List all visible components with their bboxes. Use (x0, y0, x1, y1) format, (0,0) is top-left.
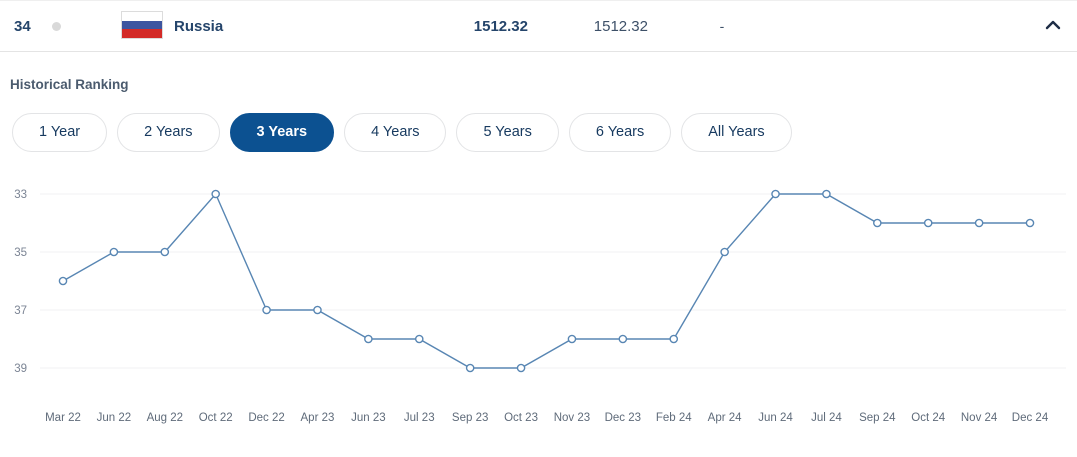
x-axis-tick-label: Dec 23 (605, 412, 641, 424)
x-axis-tick-label: Sep 23 (452, 412, 488, 424)
total-points: 1512.32 (473, 17, 528, 35)
ranking-line-series (62, 192, 1030, 369)
points-change: - (719, 18, 725, 34)
data-point-marker[interactable] (720, 247, 729, 257)
rank-number: 34 (14, 17, 31, 35)
historical-ranking-chart: 33 35 37 39 Mar 22 Jun 22 Aug 22 Oct 22 Dec 22 Ap… (0, 170, 1077, 452)
flag-stripe-bottom (122, 29, 162, 39)
y-axis-tick-label: 39 (14, 363, 27, 375)
x-axis-tick-label: Feb 24 (656, 412, 692, 424)
data-point-marker[interactable] (873, 218, 882, 228)
filter-button-all-years[interactable]: All Years (681, 113, 792, 152)
data-point-marker[interactable] (923, 218, 933, 228)
data-point-marker[interactable] (58, 276, 68, 286)
data-point-marker[interactable] (974, 218, 984, 228)
x-axis-tick-label: Jun 23 (351, 412, 386, 424)
x-axis-tick-label: Jul 23 (404, 412, 435, 424)
ranking-row[interactable]: 34 Russia 1512.32 1512.32 - (0, 0, 1077, 52)
y-axis-tick-label: 35 (14, 247, 27, 259)
data-point-marker[interactable] (1025, 218, 1035, 228)
previous-points: 1512.32 (593, 17, 648, 35)
filter-button-1-year[interactable]: 1 Year (12, 113, 108, 152)
country-name: Russia (174, 17, 224, 35)
data-point-marker[interactable] (109, 247, 119, 257)
filter-button-2-years[interactable]: 2 Years (117, 113, 220, 152)
x-axis-tick-label: Jun 24 (758, 412, 793, 424)
rank-movement-indicator-icon (52, 22, 61, 31)
x-axis-tick-label: Oct 24 (911, 412, 945, 424)
x-axis-tick-label: Jul 24 (811, 412, 842, 424)
data-point-marker[interactable] (567, 334, 577, 344)
data-point-marker[interactable] (262, 305, 271, 315)
time-range-filter-group: 1 Year 2 Years 3 Years 4 Years 5 Years 6 Year… (12, 113, 792, 152)
data-point-marker[interactable] (313, 305, 322, 315)
x-axis-tick-label: Apr 23 (301, 412, 335, 424)
x-axis-tick-label: Oct 22 (199, 412, 233, 424)
x-axis-tick-label: Mar 22 (45, 412, 81, 424)
x-axis-tick-label: Nov 23 (554, 412, 590, 424)
flag-stripe-middle (122, 20, 162, 30)
data-point-marker[interactable] (771, 189, 780, 199)
data-point-marker[interactable] (211, 189, 220, 199)
x-axis-tick-label: Oct 23 (504, 412, 538, 424)
section-title: Historical Ranking (10, 77, 129, 92)
data-point-marker[interactable] (516, 363, 526, 373)
data-point-marker[interactable] (822, 189, 831, 199)
filter-button-4-years[interactable]: 4 Years (344, 113, 447, 152)
x-axis-tick-label: Apr 24 (708, 412, 742, 424)
filter-button-5-years[interactable]: 5 Years (456, 113, 559, 152)
data-point-marker[interactable] (414, 334, 424, 344)
data-point-marker[interactable] (465, 363, 475, 373)
x-axis-tick-label: Jun 22 (97, 412, 132, 424)
chevron-up-icon[interactable] (1041, 14, 1065, 38)
data-point-marker[interactable] (669, 334, 679, 344)
flag-stripe-top (122, 12, 162, 21)
data-point-marker[interactable] (160, 247, 170, 257)
y-axis-tick-label: 37 (14, 305, 27, 317)
x-axis-tick-label: Sep 24 (859, 412, 896, 424)
data-point-marker[interactable] (618, 334, 628, 344)
y-axis-tick-label: 33 (14, 189, 27, 201)
x-axis-tick-label: Dec 24 (1012, 412, 1049, 424)
filter-button-6-years[interactable]: 6 Years (568, 113, 672, 152)
x-axis-tick-label: Dec 22 (248, 412, 284, 424)
filter-button-3-years[interactable]: 3 Years (229, 113, 335, 152)
data-point-marker[interactable] (364, 334, 373, 344)
x-axis-tick-label: Aug 22 (147, 412, 183, 424)
country-flag (121, 11, 163, 39)
x-axis-tick-label: Nov 24 (961, 412, 998, 424)
